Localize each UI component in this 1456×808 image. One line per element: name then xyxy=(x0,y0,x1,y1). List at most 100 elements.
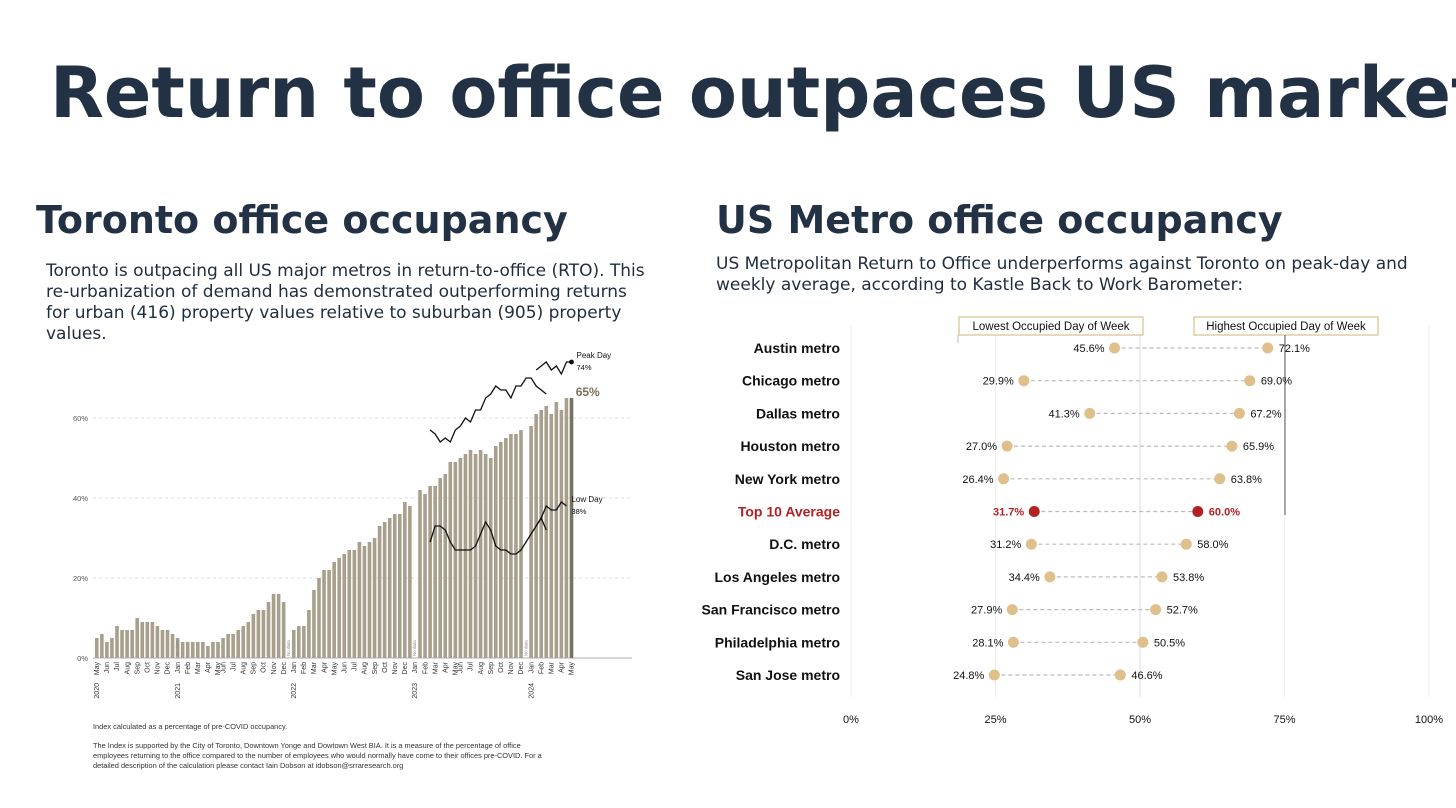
series-line xyxy=(535,501,567,527)
month-tick-label: Jun xyxy=(341,662,348,673)
high-dot xyxy=(1156,571,1168,583)
high-dot xyxy=(1214,473,1226,485)
month-tick-label: Feb xyxy=(301,662,308,674)
low-dot xyxy=(988,669,1000,681)
bar xyxy=(130,630,134,658)
month-tick-label: Jul xyxy=(114,662,121,671)
high-dot xyxy=(1233,407,1245,419)
month-tick-label: Apr xyxy=(559,661,566,673)
month-tick-label: Nov xyxy=(392,662,399,675)
bar xyxy=(509,434,513,658)
month-tick-label: Mar xyxy=(195,661,202,674)
low-value-label: 29.9% xyxy=(983,376,1014,388)
low-value-label: 28.1% xyxy=(972,637,1003,649)
bar xyxy=(196,642,200,658)
low-dot xyxy=(1109,342,1121,354)
bar xyxy=(372,538,377,658)
bar xyxy=(428,486,432,658)
month-tick-label: Aug xyxy=(362,662,369,675)
low-value-label: 27.0% xyxy=(966,441,997,453)
bar xyxy=(221,638,225,658)
series-value-label: 74% xyxy=(577,363,592,372)
bar xyxy=(387,518,392,658)
high-dot xyxy=(1192,506,1204,517)
low-dot xyxy=(1044,571,1056,583)
low-value-label: 27.9% xyxy=(971,605,1002,617)
bar xyxy=(549,414,554,658)
bar xyxy=(297,626,301,658)
bar xyxy=(226,634,230,658)
series-value-label: 38% xyxy=(571,507,586,516)
high-value-label: 72.1% xyxy=(1279,343,1310,355)
high-dot xyxy=(1150,604,1162,616)
y-tick-label: 40% xyxy=(73,494,88,503)
month-tick-label: Jun xyxy=(458,662,465,673)
low-dot xyxy=(1006,604,1018,616)
last-value-label: 65% xyxy=(576,385,600,399)
low-dot xyxy=(1018,375,1030,387)
high-value-label: 63.8% xyxy=(1231,474,1262,486)
month-tick-label: May xyxy=(453,662,460,676)
bar xyxy=(180,642,185,658)
chart-note-source: The Index is supported by the City of To… xyxy=(93,741,542,770)
bar xyxy=(307,610,311,658)
low-value-label: 31.7% xyxy=(993,507,1024,519)
bar xyxy=(408,506,412,658)
month-tick-label: Feb xyxy=(422,662,429,674)
month-tick-label: May xyxy=(331,662,338,676)
bar xyxy=(514,434,518,658)
bar xyxy=(120,630,124,658)
bar xyxy=(392,514,397,658)
month-tick-label: Feb xyxy=(538,662,545,674)
chart-note-index: Index calculated as a percentage of pre-… xyxy=(93,722,288,731)
metro-label: New York metro xyxy=(735,471,840,487)
bar xyxy=(251,614,256,658)
metro-label: Houston metro xyxy=(740,438,840,454)
month-tick-label: Mar xyxy=(549,661,556,674)
month-tick-label: Sep xyxy=(134,662,141,675)
x-tick-label: 100% xyxy=(1415,714,1443,726)
bar xyxy=(362,546,367,658)
month-tick-label: Jun xyxy=(220,662,227,673)
bar xyxy=(110,638,114,658)
month-tick-label: Aug xyxy=(478,662,485,675)
bar xyxy=(271,594,276,658)
series-line xyxy=(429,377,547,444)
year-tick-label: 2020 xyxy=(94,683,101,699)
page-title: Return to office outpaces US market xyxy=(50,52,1456,134)
y-tick-label: 20% xyxy=(73,574,88,583)
bar xyxy=(302,626,306,658)
bar xyxy=(448,462,453,658)
legend-label: Highest Occupied Day of Week xyxy=(1206,321,1366,333)
bar xyxy=(216,642,220,658)
bar xyxy=(332,562,336,658)
bar xyxy=(433,486,437,658)
bar xyxy=(155,626,160,658)
month-tick-label: Sep xyxy=(251,662,258,675)
bar xyxy=(463,454,468,658)
bar xyxy=(438,478,442,658)
high-value-label: 69.0% xyxy=(1261,376,1292,388)
no-data-label: No data xyxy=(412,640,417,656)
bar xyxy=(150,622,155,658)
month-tick-label: Apr xyxy=(442,661,449,673)
bar xyxy=(554,402,559,658)
low-dot xyxy=(998,473,1010,485)
month-tick-label: Aug xyxy=(240,662,247,675)
bar xyxy=(544,406,549,658)
bar xyxy=(266,602,271,658)
bar xyxy=(165,630,170,658)
low-value-label: 34.4% xyxy=(1009,572,1040,584)
month-tick-label: May xyxy=(569,662,576,676)
month-tick-label: Jul xyxy=(468,662,475,671)
bar xyxy=(398,514,402,658)
month-tick-label: Dec xyxy=(281,662,288,675)
bar xyxy=(201,642,205,658)
month-tick-label: Oct xyxy=(145,662,152,673)
bar xyxy=(403,502,407,658)
bar xyxy=(357,542,362,658)
month-tick-label: Jan xyxy=(291,662,298,673)
month-tick-label: Sep xyxy=(372,662,379,675)
month-tick-label: Jan xyxy=(175,662,182,673)
metro-label: Austin metro xyxy=(754,340,840,356)
